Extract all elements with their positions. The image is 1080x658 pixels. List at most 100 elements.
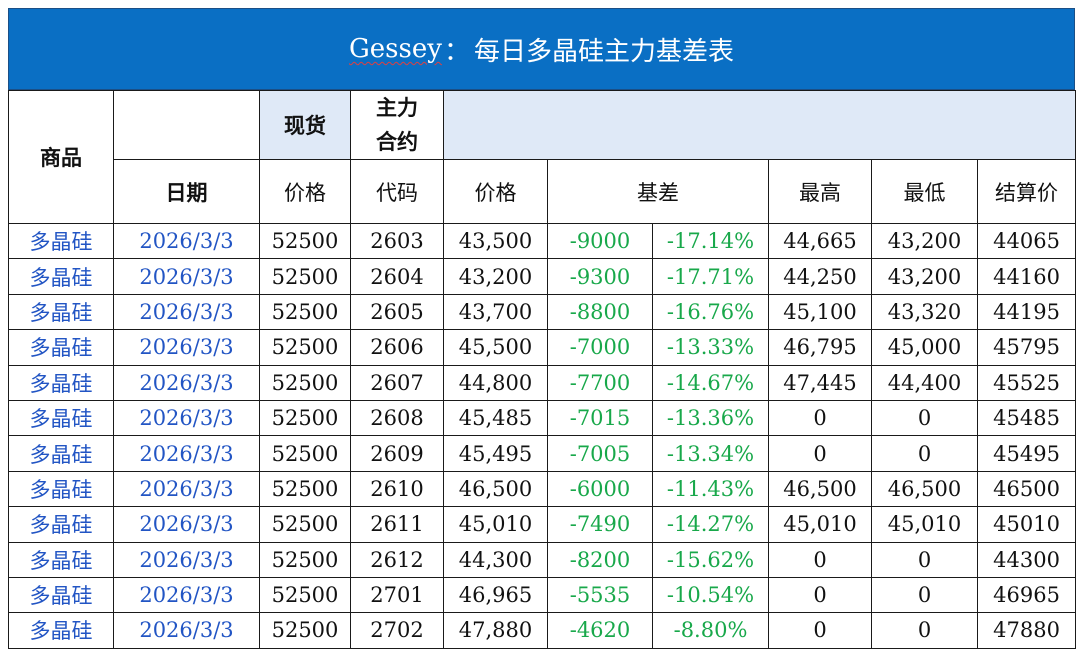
header-product: 商品	[8, 90, 114, 224]
cell-product: 多晶硅	[8, 222, 114, 260]
cell-product: 多晶硅	[8, 541, 114, 578]
cell-settlement: 44160	[976, 258, 1077, 295]
header-basis: 基差	[547, 159, 769, 224]
cell-basis-pct: -17.14%	[652, 222, 769, 260]
cell-low: 0	[871, 399, 978, 437]
cell-basis-pct: -17.71%	[652, 258, 769, 295]
cell-code: 2605	[350, 293, 444, 331]
table-row: 多晶硅 2026/3/3 52500 2607 44,800 -7700 -14.67% 47…	[8, 364, 1077, 401]
cell-date: 2026/3/3	[113, 258, 260, 295]
cell-price: 45,485	[443, 399, 548, 437]
cell-spot: 52500	[259, 470, 351, 508]
cell-basis: -7700	[547, 364, 653, 401]
cell-price: 46,965	[443, 576, 548, 614]
cell-price: 46,500	[443, 470, 548, 508]
cell-price: 44,300	[443, 541, 548, 578]
sheet-title: Gessey：每日多晶硅主力基差表	[8, 8, 1075, 90]
cell-basis-pct: -13.36%	[652, 399, 769, 437]
cell-spot: 52500	[259, 293, 351, 331]
cell-high: 46,795	[768, 329, 872, 366]
cell-spot: 52500	[259, 329, 351, 366]
cell-settlement: 47880	[976, 612, 1077, 649]
cell-date: 2026/3/3	[113, 399, 260, 437]
cell-settlement: 45010	[976, 506, 1077, 543]
header-main-contract: 主力 合约	[350, 90, 444, 160]
cell-price: 44,800	[443, 364, 548, 401]
title-separator: ：	[443, 36, 470, 67]
cell-code: 2603	[350, 222, 444, 260]
cell-low: 43,320	[871, 293, 978, 331]
cell-price: 43,700	[443, 293, 548, 331]
cell-settlement: 44065	[976, 222, 1077, 260]
table-row: 多晶硅 2026/3/3 52500 2609 45,495 -7005 -13.34% 0 0…	[8, 435, 1077, 472]
cell-product: 多晶硅	[8, 435, 114, 472]
cell-high: 0	[768, 576, 872, 614]
cell-product: 多晶硅	[8, 293, 114, 331]
cell-product: 多晶硅	[8, 470, 114, 508]
table-row: 多晶硅 2026/3/3 52500 2610 46,500 -6000 -11.43% 46…	[8, 470, 1077, 508]
cell-price: 45,010	[443, 506, 548, 543]
cell-settlement: 44195	[976, 293, 1077, 331]
cell-date: 2026/3/3	[113, 293, 260, 331]
cell-code: 2611	[350, 506, 444, 543]
cell-low: 44,400	[871, 364, 978, 401]
cell-basis-pct: -10.54%	[652, 576, 769, 614]
cell-basis: -7490	[547, 506, 653, 543]
cell-low: 45,010	[871, 506, 978, 543]
cell-high: 44,250	[768, 258, 872, 295]
cell-settlement: 45525	[976, 364, 1077, 401]
cell-basis: -8200	[547, 541, 653, 578]
cell-high: 45,010	[768, 506, 872, 543]
cell-basis-pct: -11.43%	[652, 470, 769, 508]
header-code: 代码	[350, 159, 444, 224]
cell-spot: 52500	[259, 576, 351, 614]
cell-code: 2606	[350, 329, 444, 366]
cell-settlement: 44300	[976, 541, 1077, 578]
cell-basis: -7015	[547, 399, 653, 437]
header-date: 日期	[113, 159, 260, 224]
cell-product: 多晶硅	[8, 576, 114, 614]
cell-spot: 52500	[259, 364, 351, 401]
cell-low: 46,500	[871, 470, 978, 508]
table-row: 多晶硅 2026/3/3 52500 2604 43,200 -9300 -17.71% 44…	[8, 258, 1077, 295]
cell-settlement: 46965	[976, 576, 1077, 614]
cell-high: 44,665	[768, 222, 872, 260]
cell-spot: 52500	[259, 258, 351, 295]
cell-basis-pct: -15.62%	[652, 541, 769, 578]
cell-low: 43,200	[871, 222, 978, 260]
cell-date: 2026/3/3	[113, 506, 260, 543]
cell-settlement: 45795	[976, 329, 1077, 366]
cell-basis: -7000	[547, 329, 653, 366]
cell-date: 2026/3/3	[113, 470, 260, 508]
cell-product: 多晶硅	[8, 506, 114, 543]
cell-settlement: 46500	[976, 470, 1077, 508]
table-row: 多晶硅 2026/3/3 52500 2612 44,300 -8200 -15.62% 0 0…	[8, 541, 1077, 578]
cell-basis: -9300	[547, 258, 653, 295]
cell-spot: 52500	[259, 541, 351, 578]
cell-high: 0	[768, 399, 872, 437]
cell-code: 2608	[350, 399, 444, 437]
basis-table: 商品 现货 主力 合约 日期 价格 代码 价格 基差 最高 最低 结算价 多晶硅…	[8, 90, 1077, 649]
cell-price: 45,500	[443, 329, 548, 366]
cell-basis: -9000	[547, 222, 653, 260]
cell-basis-pct: -13.33%	[652, 329, 769, 366]
cell-low: 0	[871, 576, 978, 614]
cell-spot: 52500	[259, 399, 351, 437]
cell-spot: 52500	[259, 222, 351, 260]
cell-basis-pct: -14.67%	[652, 364, 769, 401]
cell-date: 2026/3/3	[113, 329, 260, 366]
cell-price: 43,200	[443, 258, 548, 295]
title-brand: Gessey	[349, 34, 442, 64]
header-high: 最高	[768, 159, 872, 224]
cell-low: 43,200	[871, 258, 978, 295]
header-price: 价格	[443, 159, 548, 224]
cell-product: 多晶硅	[8, 612, 114, 649]
cell-price: 47,880	[443, 612, 548, 649]
cell-settlement: 45485	[976, 399, 1077, 437]
cell-date: 2026/3/3	[113, 541, 260, 578]
cell-settlement: 45495	[976, 435, 1077, 472]
table-row: 多晶硅 2026/3/3 52500 2605 43,700 -8800 -16.76% 45…	[8, 293, 1077, 331]
header-spot-price: 价格	[259, 159, 351, 224]
cell-product: 多晶硅	[8, 258, 114, 295]
cell-code: 2610	[350, 470, 444, 508]
